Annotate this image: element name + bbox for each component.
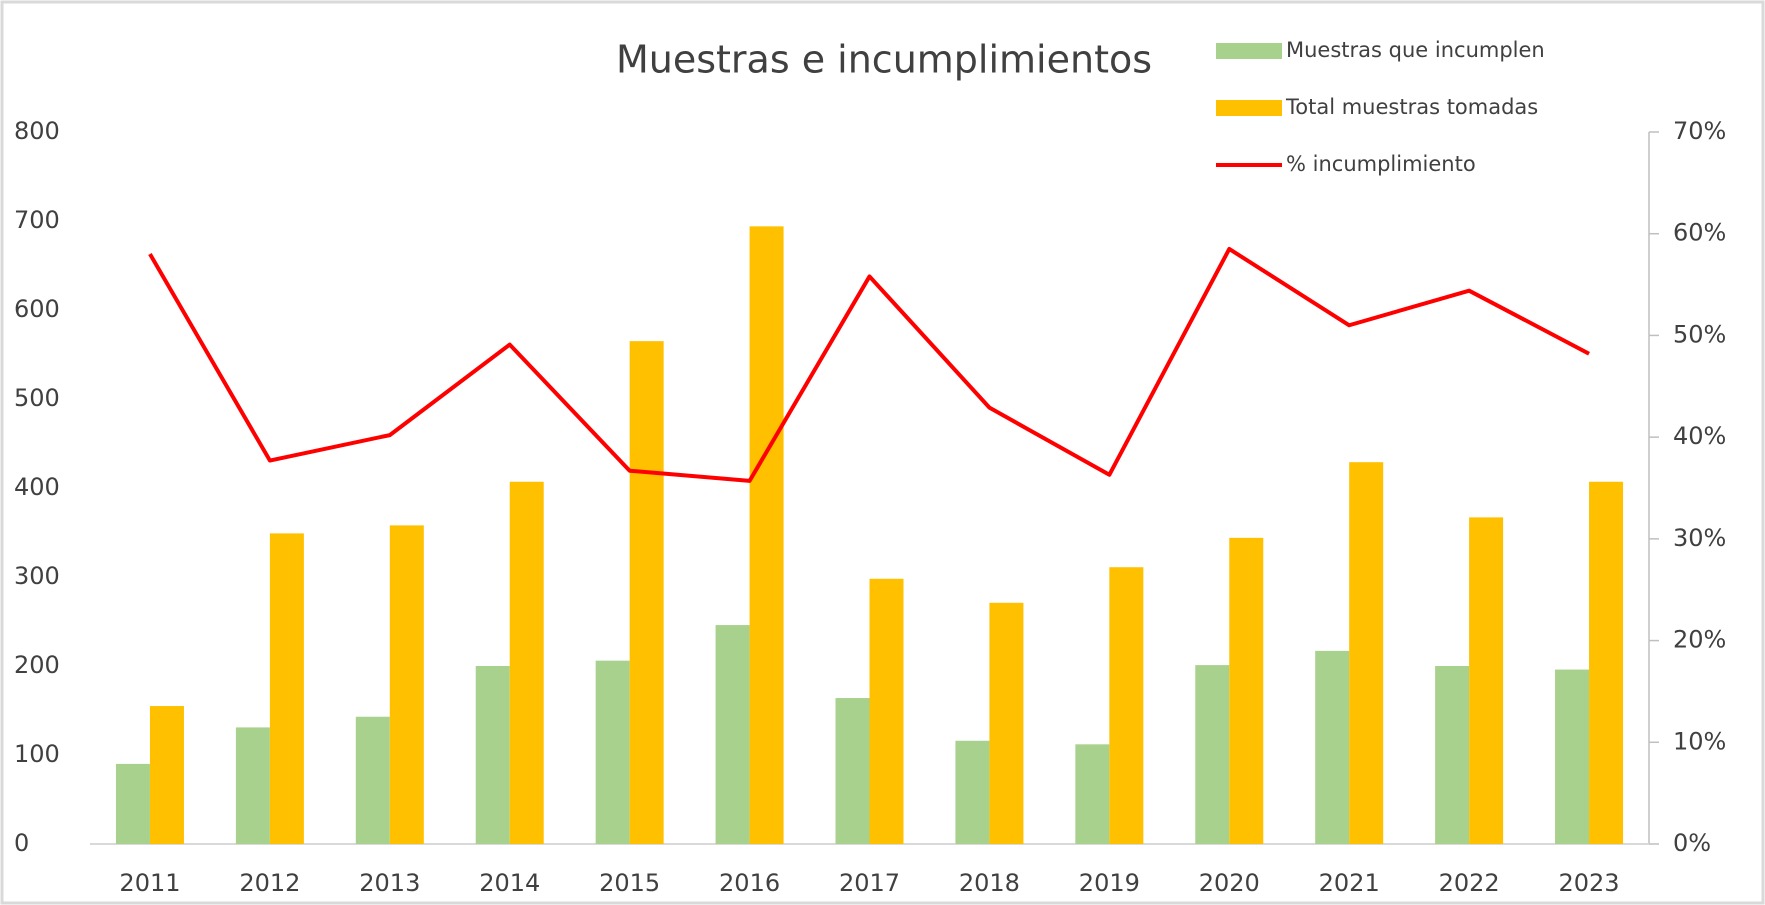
y-tick-label: 400 bbox=[14, 473, 60, 501]
y-tick-label: 300 bbox=[14, 562, 60, 590]
y-tick-label: 700 bbox=[14, 206, 60, 234]
y2-tick-label: 30% bbox=[1673, 524, 1726, 552]
x-tick-label: 2020 bbox=[1199, 869, 1260, 897]
bar bbox=[1589, 481, 1624, 844]
bar bbox=[955, 740, 990, 844]
bar bbox=[1229, 537, 1264, 844]
line-series bbox=[148, 246, 1590, 483]
bar bbox=[1349, 462, 1384, 844]
x-tick-label: 2023 bbox=[1558, 869, 1619, 897]
y-tick-label: 500 bbox=[14, 384, 60, 412]
bar bbox=[1195, 665, 1230, 844]
bar bbox=[1469, 517, 1504, 844]
legend-label: % incumplimiento bbox=[1286, 152, 1476, 176]
y2-tick-label: 20% bbox=[1673, 626, 1726, 654]
legend-label: Muestras que incumplen bbox=[1286, 38, 1545, 62]
x-tick-label: 2018 bbox=[959, 869, 1020, 897]
y2-tick-label: 50% bbox=[1673, 320, 1726, 348]
bar bbox=[629, 341, 664, 844]
bar bbox=[1109, 567, 1144, 844]
bar bbox=[269, 533, 304, 844]
y-tick-label: 600 bbox=[14, 295, 60, 323]
x-tick-label: 2014 bbox=[479, 869, 540, 897]
x-tick-label: 2011 bbox=[119, 869, 180, 897]
legend-swatch bbox=[1216, 43, 1282, 59]
bar bbox=[1435, 666, 1470, 844]
bar bbox=[989, 602, 1024, 844]
bar bbox=[475, 666, 510, 844]
chart-title: Muestras e incumplimientos bbox=[616, 38, 1152, 82]
bar bbox=[835, 698, 870, 844]
bar bbox=[715, 625, 750, 844]
bar bbox=[115, 763, 150, 844]
bar bbox=[869, 578, 904, 844]
x-tick-label: 2016 bbox=[719, 869, 780, 897]
bar bbox=[389, 525, 424, 844]
legend-swatch bbox=[1216, 100, 1282, 116]
x-tick-label: 2015 bbox=[599, 869, 660, 897]
y2-tick-label: 60% bbox=[1673, 219, 1726, 247]
bar bbox=[1315, 650, 1350, 844]
y2-tick-label: 70% bbox=[1673, 117, 1726, 145]
x-tick-label: 2022 bbox=[1439, 869, 1500, 897]
y-tick-label: 800 bbox=[14, 117, 60, 145]
x-tick-label: 2021 bbox=[1319, 869, 1380, 897]
y2-tick-label: 0% bbox=[1673, 829, 1711, 857]
bar bbox=[595, 660, 630, 844]
y-tick-label: 0 bbox=[14, 829, 29, 857]
y-tick-label: 100 bbox=[14, 740, 60, 768]
x-tick-label: 2012 bbox=[239, 869, 300, 897]
bar bbox=[509, 481, 544, 844]
bar bbox=[355, 716, 390, 844]
bar bbox=[149, 706, 184, 844]
bar bbox=[1075, 744, 1110, 844]
bar bbox=[749, 226, 784, 845]
y2-tick-label: 40% bbox=[1673, 422, 1726, 450]
x-tick-label: 2019 bbox=[1079, 869, 1140, 897]
x-tick-label: 2013 bbox=[359, 869, 420, 897]
legend-label: Total muestras tomadas bbox=[1285, 95, 1538, 119]
bar bbox=[235, 727, 270, 844]
y2-tick-label: 10% bbox=[1673, 727, 1726, 755]
y-tick-label: 200 bbox=[14, 651, 60, 679]
x-tick-label: 2017 bbox=[839, 869, 900, 897]
bar bbox=[1555, 669, 1590, 844]
